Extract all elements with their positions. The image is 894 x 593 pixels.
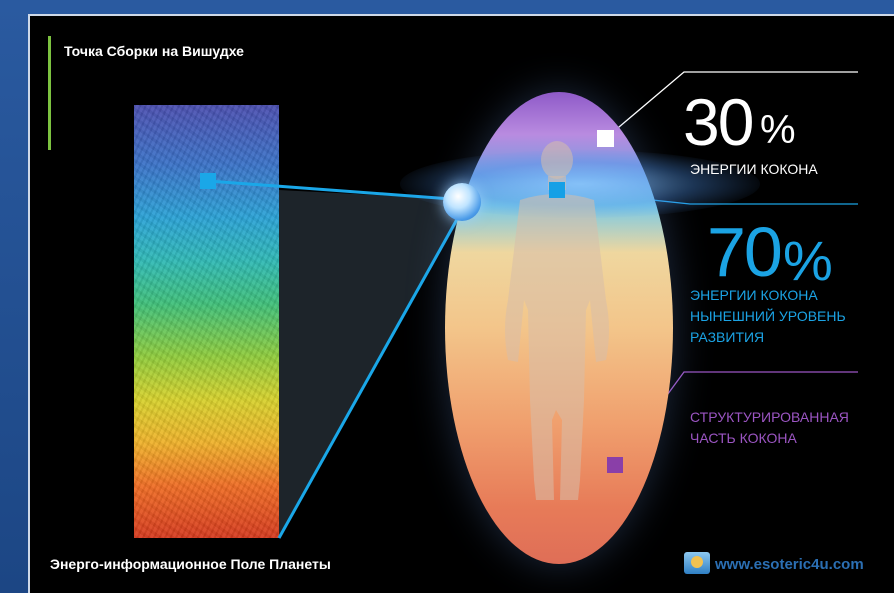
percent-30-value: 30 (683, 85, 754, 159)
beam-bottom-line (277, 204, 467, 539)
field-marker (200, 173, 216, 189)
site-watermark[interactable]: www.esoteric4u.com (715, 556, 864, 573)
percent-70-label-line1: ЭНЕРГИИ КОКОНА (690, 287, 818, 303)
throat-marker (549, 182, 565, 198)
percent-30-sign: % (760, 108, 796, 152)
assembly-point-sphere (443, 183, 481, 221)
percent-30-label: ЭНЕРГИИ КОКОНА (690, 161, 818, 177)
diagram-title-bottom: Энерго-информационное Поле Планеты (50, 556, 331, 572)
structured-label-line2: ЧАСТЬ КОКОНА (690, 430, 797, 446)
callout-line-top (605, 71, 858, 139)
percent-70-label-line2: НЫНЕШНИЙ УРОВЕНЬ (690, 308, 846, 324)
percent-70-label-line3: РАЗВИТИЯ (690, 329, 765, 345)
percent-70-value: 70 (707, 213, 783, 291)
title-accent-bar (48, 36, 51, 150)
percent-70-sign: % (783, 229, 833, 292)
structured-label-line1: СТРУКТУРИРОВАННАЯ (690, 409, 849, 425)
site-logo-icon (684, 552, 710, 574)
structured-part-marker (607, 457, 623, 473)
upper-cocoon-marker (597, 130, 614, 147)
diagram-title-top: Точка Сборки на Вишудхе (64, 43, 244, 59)
